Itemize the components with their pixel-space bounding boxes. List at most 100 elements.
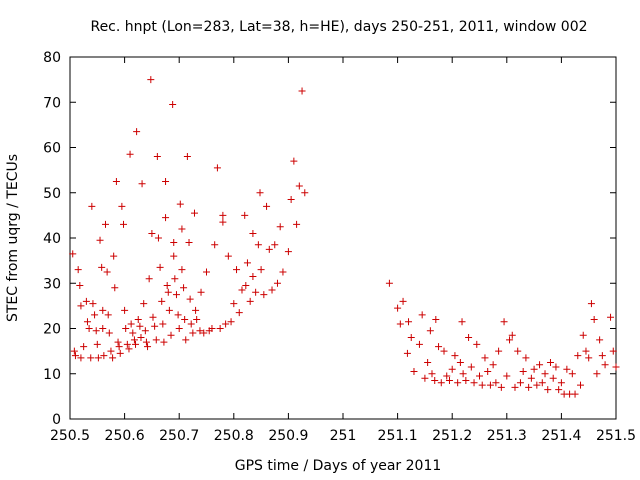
data-point bbox=[555, 386, 563, 394]
data-point bbox=[440, 347, 448, 355]
data-point bbox=[222, 320, 230, 328]
data-point bbox=[181, 315, 189, 323]
data-point bbox=[243, 259, 251, 267]
data-point bbox=[162, 177, 170, 185]
data-point bbox=[536, 361, 544, 369]
data-point bbox=[541, 370, 549, 378]
data-point bbox=[609, 347, 617, 355]
data-point bbox=[557, 379, 565, 387]
data-point bbox=[448, 365, 456, 373]
data-point bbox=[506, 336, 514, 344]
data-point bbox=[538, 379, 546, 387]
data-point bbox=[265, 245, 273, 253]
data-point bbox=[216, 325, 224, 332]
data-point bbox=[287, 196, 295, 204]
data-point bbox=[500, 318, 508, 326]
data-point bbox=[178, 225, 186, 233]
y-tick-label: 20 bbox=[43, 322, 61, 338]
data-point bbox=[273, 279, 281, 287]
data-point bbox=[530, 365, 538, 373]
plot-frame bbox=[69, 56, 617, 420]
y-tick-label: 50 bbox=[43, 186, 61, 202]
data-point bbox=[101, 220, 109, 228]
data-point bbox=[574, 352, 582, 360]
data-point bbox=[263, 202, 271, 210]
data-point bbox=[144, 343, 152, 351]
data-point bbox=[116, 349, 124, 357]
data-point bbox=[110, 252, 118, 260]
data-point bbox=[105, 329, 113, 337]
data-point bbox=[109, 354, 117, 362]
data-point bbox=[193, 315, 201, 323]
data-point bbox=[91, 311, 99, 319]
data-point bbox=[238, 286, 246, 294]
data-point bbox=[508, 331, 516, 339]
data-point bbox=[186, 295, 194, 303]
data-point bbox=[154, 234, 162, 242]
data-point bbox=[495, 347, 503, 355]
data-point bbox=[454, 379, 462, 387]
data-point bbox=[149, 313, 157, 321]
data-point bbox=[421, 374, 429, 382]
data-point bbox=[431, 377, 439, 385]
data-point bbox=[94, 354, 102, 362]
data-point bbox=[89, 300, 97, 308]
data-point bbox=[175, 325, 183, 332]
data-point bbox=[470, 379, 478, 387]
data-point bbox=[180, 284, 188, 292]
data-point bbox=[492, 379, 500, 387]
data-point bbox=[111, 284, 119, 292]
data-point bbox=[159, 320, 167, 328]
data-point bbox=[130, 336, 138, 344]
data-point bbox=[176, 200, 184, 208]
data-point bbox=[260, 291, 268, 299]
data-point bbox=[437, 379, 445, 387]
data-point bbox=[140, 300, 148, 308]
data-point bbox=[189, 329, 197, 337]
data-point bbox=[172, 291, 180, 299]
data-point bbox=[577, 381, 585, 389]
data-point bbox=[473, 340, 481, 348]
data-point bbox=[249, 229, 257, 237]
data-point bbox=[123, 340, 131, 348]
x-tick-label: 251 bbox=[330, 428, 357, 444]
x-tick-label: 251.2 bbox=[432, 428, 472, 444]
data-point bbox=[549, 374, 557, 382]
data-point bbox=[428, 370, 436, 378]
data-point bbox=[196, 327, 204, 335]
data-point bbox=[148, 229, 156, 237]
data-point bbox=[74, 266, 82, 274]
data-point bbox=[435, 343, 443, 351]
data-point bbox=[103, 268, 111, 276]
data-point bbox=[211, 241, 219, 249]
data-point bbox=[152, 336, 160, 344]
data-point bbox=[142, 338, 150, 346]
data-point bbox=[114, 338, 122, 346]
y-tick-label: 0 bbox=[52, 412, 61, 428]
x-tick-label: 250.8 bbox=[214, 428, 254, 444]
data-point bbox=[527, 374, 535, 382]
data-point bbox=[525, 383, 533, 391]
data-point bbox=[127, 320, 135, 328]
data-point bbox=[546, 358, 554, 366]
data-point bbox=[165, 306, 173, 314]
data-point bbox=[122, 325, 130, 332]
data-point bbox=[203, 268, 210, 276]
data-point bbox=[256, 189, 264, 197]
data-point bbox=[254, 241, 262, 249]
data-point bbox=[100, 352, 108, 360]
data-point bbox=[92, 327, 100, 335]
data-point bbox=[242, 282, 250, 290]
data-point bbox=[465, 334, 473, 342]
data-point bbox=[192, 306, 200, 314]
data-point bbox=[230, 300, 238, 308]
data-point bbox=[213, 164, 221, 172]
data-point bbox=[443, 372, 451, 380]
data-point bbox=[224, 252, 232, 260]
data-point bbox=[158, 297, 166, 305]
data-point bbox=[298, 87, 306, 95]
y-tick-label: 30 bbox=[43, 276, 61, 292]
data-point bbox=[183, 153, 191, 161]
data-point bbox=[170, 252, 178, 260]
